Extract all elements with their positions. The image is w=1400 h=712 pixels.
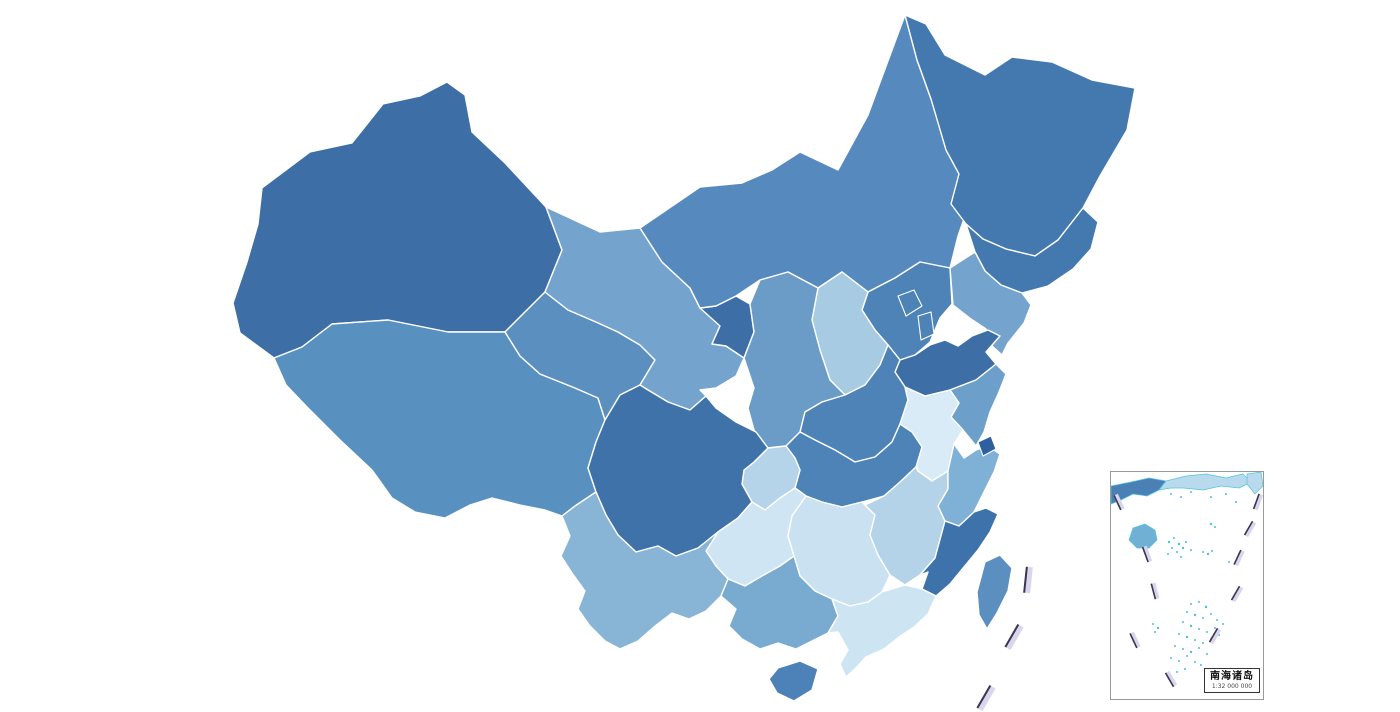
inset-dash-segment [1129, 631, 1141, 649]
inset-label-box: 南海诸岛 1:32 000 000 [1204, 668, 1260, 693]
nine-dash-line-segment [1004, 623, 1024, 651]
inset-dash-segment [1113, 493, 1125, 511]
province-tianjin[interactable] [917, 311, 935, 341]
inset-dash-segment [1164, 670, 1178, 688]
inset-coast-dark [1111, 477, 1167, 505]
inset-hainan [1128, 523, 1158, 549]
province-guangdong[interactable] [827, 584, 937, 678]
inset-dash-segment [1233, 549, 1245, 567]
province-shanghai[interactable] [977, 435, 997, 457]
province-beijing[interactable] [897, 289, 923, 317]
inset-dash-segment [1150, 582, 1160, 600]
province-liaoning[interactable] [949, 251, 1032, 356]
inset-island-dots [1152, 491, 1237, 673]
province-fujian[interactable] [919, 507, 999, 597]
province-inner-mongolia[interactable] [639, 14, 1001, 309]
province-yunnan[interactable] [560, 491, 729, 650]
province-hainan[interactable] [768, 660, 819, 702]
inset-scale: 1:32 000 000 [1211, 683, 1253, 690]
inset-dash-segment [1141, 545, 1153, 563]
province-taiwan[interactable] [976, 554, 1013, 630]
inset-dash-segment [1208, 627, 1222, 645]
province-xinjiang[interactable] [232, 81, 563, 359]
inset-taiwan [1246, 472, 1263, 495]
inset-coast-pale [1158, 473, 1252, 491]
south-china-sea-inset: 南海诸岛 1:32 000 000 [1110, 471, 1264, 700]
nine-dash-line-segment [1023, 566, 1033, 594]
nine-dash-line-segment [976, 684, 996, 712]
inset-map [1111, 472, 1263, 688]
inset-dash-segment [1230, 585, 1244, 603]
inset-dash-segment [1243, 520, 1257, 538]
inset-dash-segment [1252, 493, 1263, 511]
province-zhejiang[interactable] [937, 443, 1001, 527]
inset-title: 南海诸岛 [1210, 671, 1254, 682]
